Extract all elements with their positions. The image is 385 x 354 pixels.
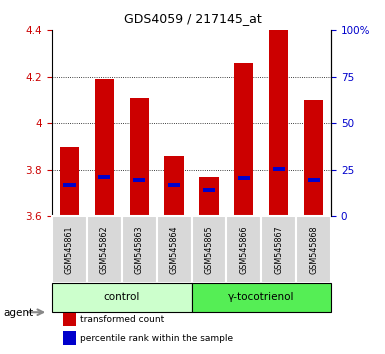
Text: transformed count: transformed count xyxy=(80,315,164,324)
Bar xyxy=(63,183,75,187)
Text: GSM545865: GSM545865 xyxy=(204,225,214,274)
Bar xyxy=(63,313,76,326)
Bar xyxy=(199,177,219,216)
Bar xyxy=(273,167,285,171)
Text: GSM545863: GSM545863 xyxy=(135,225,144,274)
Bar xyxy=(63,331,76,345)
Bar xyxy=(164,156,184,216)
Bar xyxy=(95,79,114,216)
Text: control: control xyxy=(104,292,140,302)
Text: GDS4059 / 217145_at: GDS4059 / 217145_at xyxy=(124,12,261,25)
FancyBboxPatch shape xyxy=(122,216,157,283)
Text: GSM545862: GSM545862 xyxy=(100,225,109,274)
Text: GSM545867: GSM545867 xyxy=(274,225,283,274)
Bar xyxy=(60,147,79,216)
FancyBboxPatch shape xyxy=(296,216,331,283)
Text: percentile rank within the sample: percentile rank within the sample xyxy=(80,333,233,343)
Text: GSM545868: GSM545868 xyxy=(309,225,318,274)
FancyBboxPatch shape xyxy=(226,216,261,283)
FancyBboxPatch shape xyxy=(192,283,331,312)
Bar xyxy=(98,175,110,179)
Bar xyxy=(308,178,320,182)
FancyBboxPatch shape xyxy=(87,216,122,283)
Text: GSM545861: GSM545861 xyxy=(65,225,74,274)
FancyBboxPatch shape xyxy=(52,216,87,283)
Text: GSM545866: GSM545866 xyxy=(239,225,248,274)
Text: GSM545864: GSM545864 xyxy=(169,225,179,274)
Bar xyxy=(168,183,180,187)
Bar xyxy=(130,98,149,216)
FancyBboxPatch shape xyxy=(192,216,226,283)
Bar xyxy=(304,100,323,216)
Bar xyxy=(238,176,250,180)
Bar xyxy=(234,63,253,216)
FancyBboxPatch shape xyxy=(52,283,192,312)
FancyBboxPatch shape xyxy=(157,216,192,283)
Text: γ-tocotrienol: γ-tocotrienol xyxy=(228,292,295,302)
Bar xyxy=(269,30,288,216)
Bar xyxy=(133,178,145,182)
Bar xyxy=(203,188,215,192)
FancyBboxPatch shape xyxy=(261,216,296,283)
Text: agent: agent xyxy=(4,308,34,318)
